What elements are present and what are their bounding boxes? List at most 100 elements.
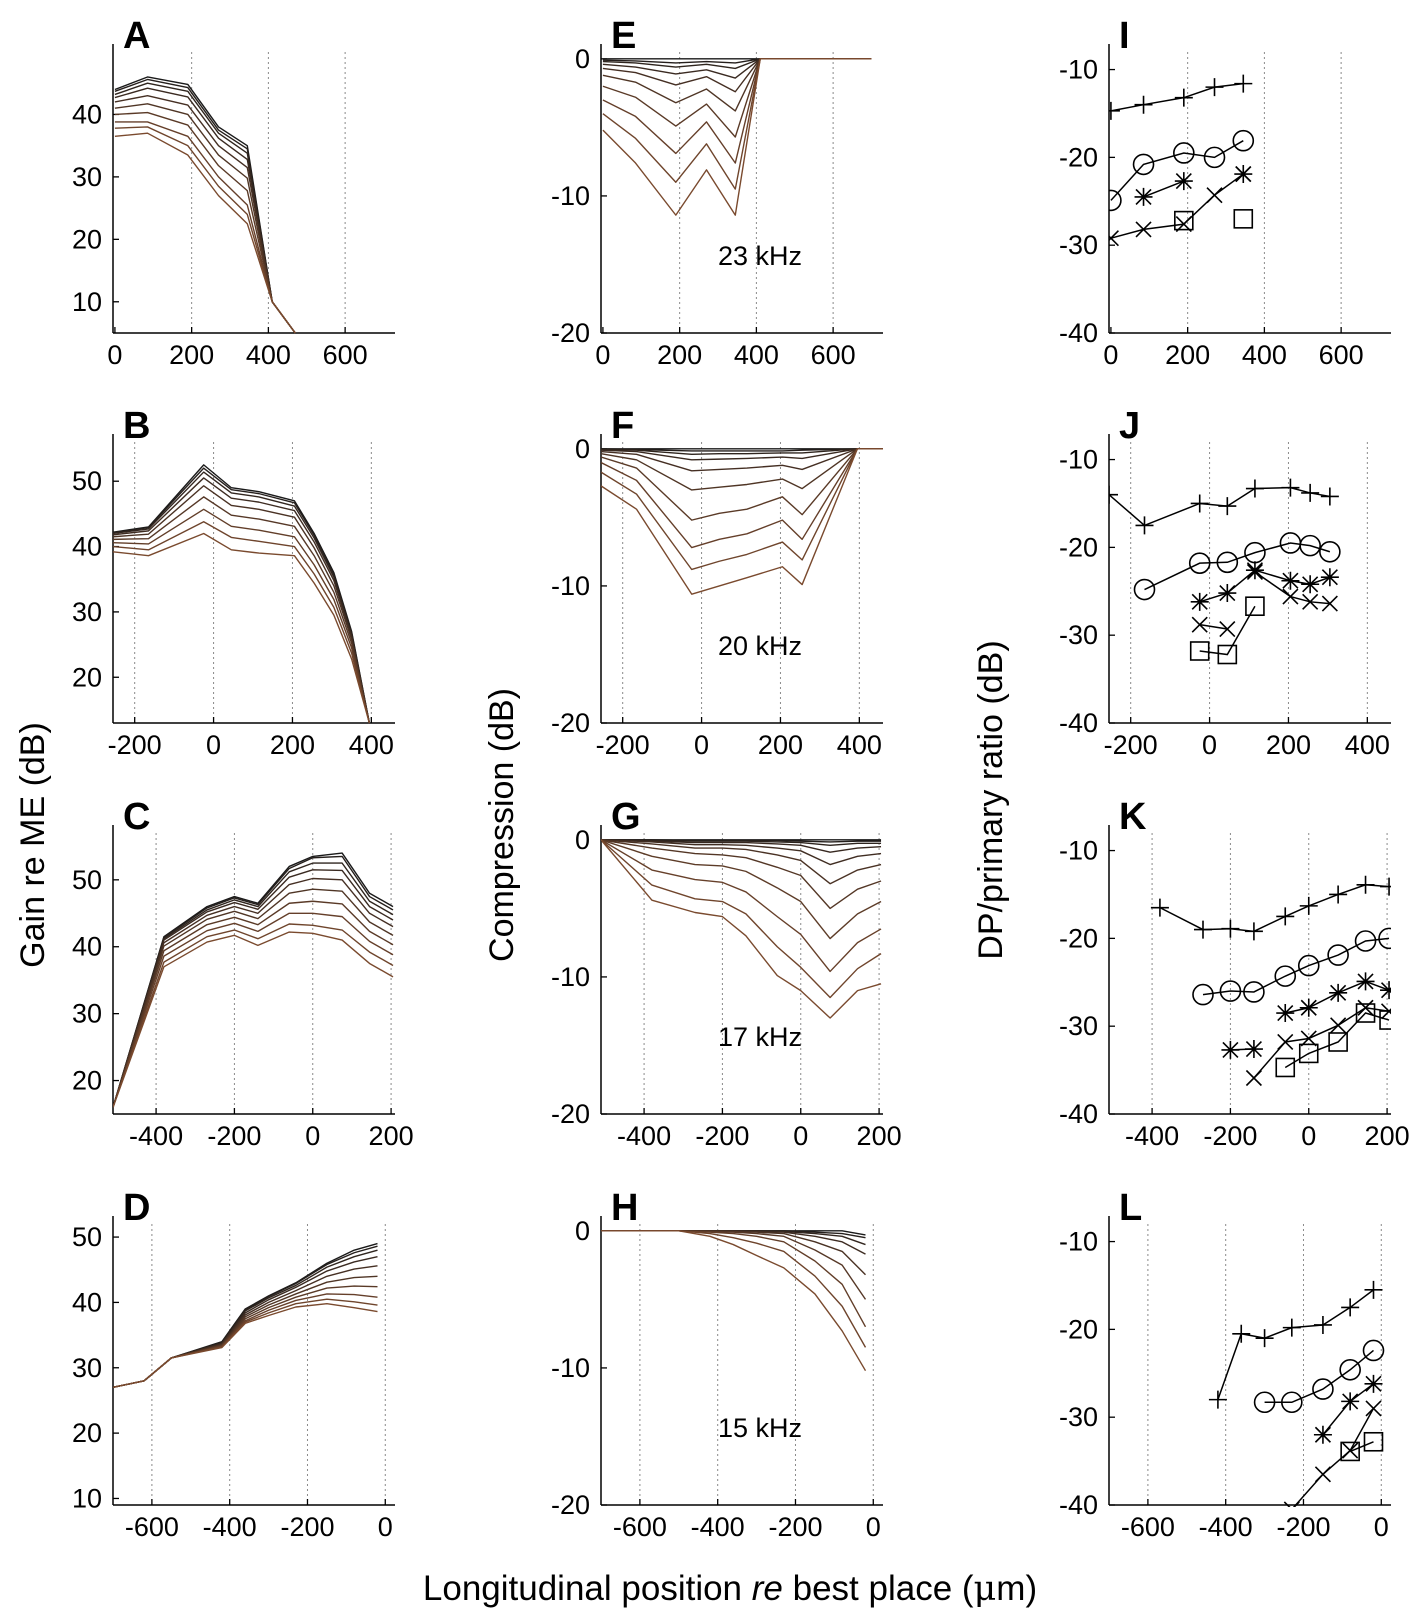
series-line: [602, 58, 872, 70]
series-line: [601, 839, 882, 999]
series-line: [601, 839, 882, 910]
x-marker: [1246, 563, 1263, 581]
x-tick-label: -200: [108, 730, 162, 760]
panel-letter: E: [611, 15, 636, 57]
asterisk-marker: [1234, 165, 1253, 184]
panel-letter: I: [1119, 15, 1130, 57]
plus-marker: [1364, 1280, 1383, 1299]
x-tick-label: 0: [206, 730, 221, 760]
series-line: [602, 58, 872, 216]
x-marker: [1321, 595, 1338, 612]
y-tick-label: 0: [575, 825, 590, 855]
y-tick-label: -20: [551, 318, 590, 348]
plus-marker: [1109, 101, 1120, 120]
series-line: [601, 1230, 867, 1372]
x-tick-label: -400: [1199, 1512, 1253, 1542]
series-line: [113, 869, 394, 1108]
series-line: [114, 132, 296, 334]
x-tick-label: 400: [349, 730, 394, 760]
x-tick-label: 200: [169, 340, 214, 370]
series-line: [113, 485, 371, 724]
series-line: [1159, 884, 1390, 933]
x-tick-label: 200: [657, 340, 702, 370]
x-marker: [1219, 620, 1236, 638]
plus-marker: [1205, 78, 1224, 97]
plus-marker: [1135, 516, 1154, 535]
plus-marker: [1329, 885, 1348, 904]
plus-marker: [1109, 485, 1118, 504]
series-line: [1199, 569, 1331, 603]
series-line: [601, 839, 882, 853]
x-tick-label: -600: [125, 1512, 179, 1542]
asterisk-marker: [1190, 592, 1209, 611]
series-layer: [1109, 478, 1341, 665]
square-marker: [1174, 210, 1194, 231]
x-marker: [1302, 593, 1319, 610]
plus-marker: [1301, 483, 1320, 502]
series-line: [113, 1275, 378, 1389]
circle-marker: [1339, 1358, 1361, 1381]
x-tick-label: -200: [1276, 1512, 1330, 1542]
x-tick-label: 0: [1301, 1121, 1316, 1151]
panel-letter: L: [1119, 1187, 1142, 1229]
plus-marker: [1218, 497, 1237, 516]
series-line: [602, 58, 872, 138]
x-tick-label: -400: [617, 1121, 671, 1151]
y-tick-label: -30: [1059, 1402, 1098, 1432]
plus-marker: [1234, 74, 1253, 93]
series-line: [113, 855, 394, 1108]
circle-marker: [1378, 927, 1391, 950]
y-tick-label: 20: [72, 1418, 102, 1448]
asterisk-marker: [1174, 172, 1193, 191]
y-tick-label: 20: [72, 224, 102, 254]
y-tick-label: -10: [1059, 1227, 1098, 1257]
x-tick-label: 0: [694, 730, 709, 760]
y-tick-label: 30: [72, 1353, 102, 1383]
series-line: [601, 448, 883, 595]
plus-marker: [1134, 95, 1153, 114]
series-line: [1292, 1408, 1375, 1507]
circle-marker: [1312, 1378, 1334, 1400]
y-tick-label: 10: [72, 287, 102, 317]
circle-marker: [1109, 189, 1122, 212]
circle-marker: [1243, 981, 1265, 1003]
panel-letter: C: [123, 796, 150, 838]
series-layer: [602, 58, 872, 216]
circle-marker: [1327, 944, 1349, 966]
square-marker: [1298, 1043, 1319, 1064]
series-line: [1144, 542, 1331, 591]
y-tick-label: 20: [72, 662, 102, 692]
x-tick-label: 0: [305, 1121, 320, 1151]
y-tick-label: -20: [1059, 1314, 1098, 1344]
y-tick-label: -20: [1059, 532, 1098, 562]
asterisk-marker: [1341, 1392, 1360, 1411]
series-layer: [1208, 1280, 1385, 1507]
series-line: [113, 877, 394, 1108]
series-line: [113, 508, 371, 724]
series-line: [601, 448, 883, 491]
panel-letter: D: [123, 1187, 150, 1229]
plus-marker: [1174, 88, 1193, 107]
x-tick-label: -200: [280, 1512, 334, 1542]
y-tick-label: 40: [72, 532, 102, 562]
x-tick-label: -200: [1203, 1121, 1257, 1151]
circle-marker: [1274, 965, 1297, 987]
x-tick-label: -200: [207, 1121, 261, 1151]
asterisk-marker: [1299, 998, 1318, 1017]
y-tick-label: 40: [72, 932, 102, 962]
asterisk-marker: [1281, 571, 1300, 590]
x-marker: [1206, 187, 1223, 204]
asterisk-marker: [1301, 575, 1320, 594]
asterisk-marker: [1244, 1040, 1263, 1059]
circle-marker: [1362, 1339, 1385, 1362]
x-marker: [1342, 1442, 1359, 1459]
series-line: [601, 839, 882, 885]
series-layer: [601, 839, 882, 1019]
x-tick-label: 400: [1345, 730, 1390, 760]
asterisk-marker: [1276, 1004, 1295, 1023]
y-tick-label: 20: [72, 1066, 102, 1096]
x-tick-label: 200: [1165, 340, 1210, 370]
x-tick-label: 200: [1365, 1121, 1410, 1151]
series-line: [1349, 1441, 1374, 1453]
x-marker: [1191, 616, 1208, 633]
